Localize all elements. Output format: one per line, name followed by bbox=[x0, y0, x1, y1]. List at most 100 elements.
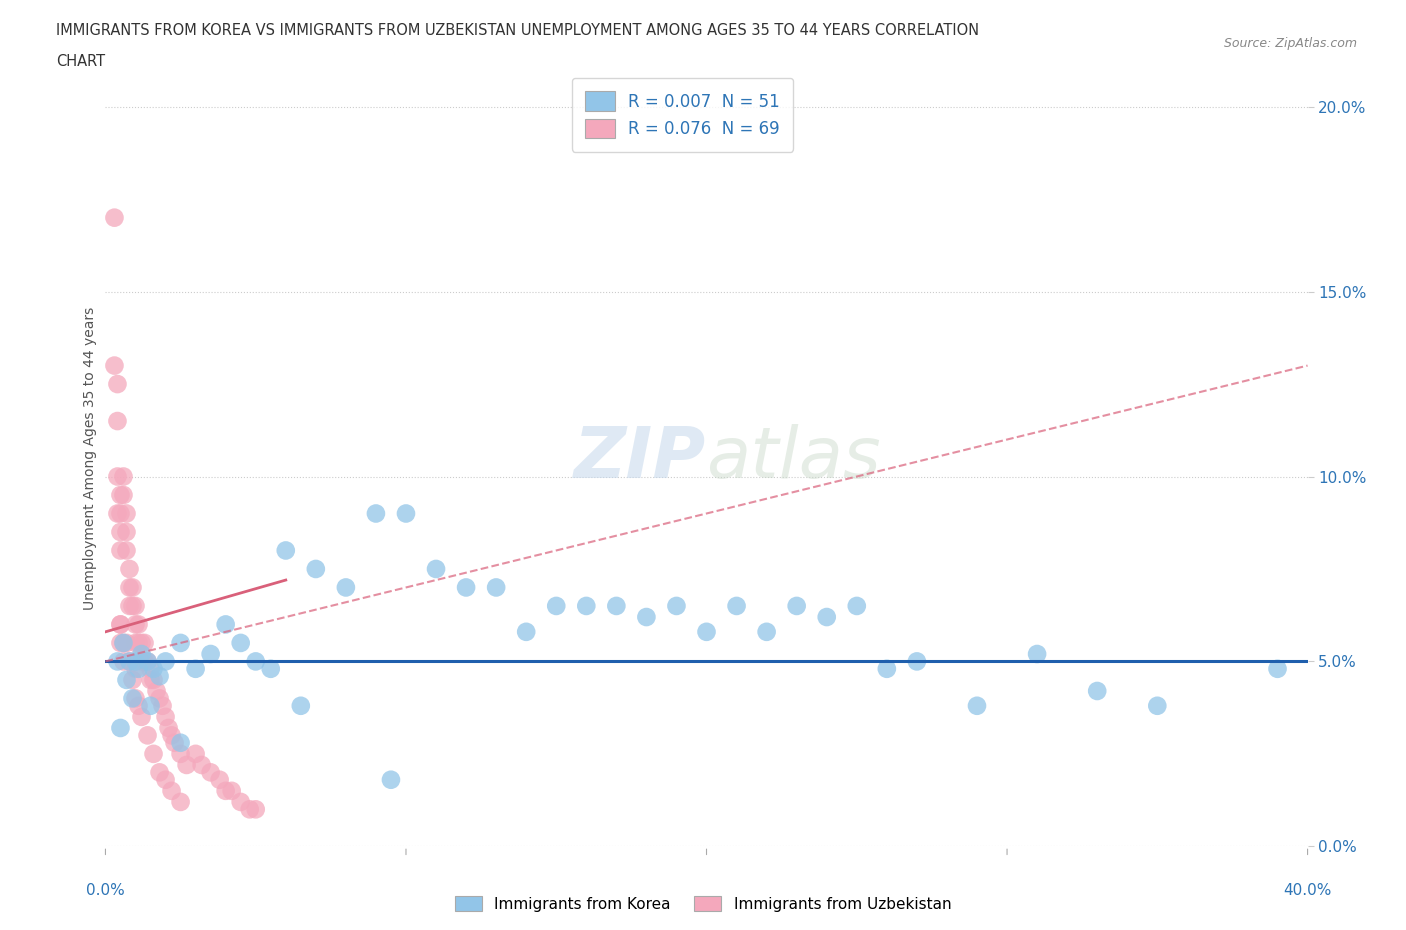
Point bbox=[665, 599, 688, 614]
Point bbox=[142, 747, 165, 762]
Point bbox=[128, 698, 150, 713]
Point bbox=[155, 710, 177, 724]
Point bbox=[755, 624, 778, 639]
Text: IMMIGRANTS FROM KOREA VS IMMIGRANTS FROM UZBEKISTAN UNEMPLOYMENT AMONG AGES 35 T: IMMIGRANTS FROM KOREA VS IMMIGRANTS FROM… bbox=[56, 23, 980, 38]
Point bbox=[124, 599, 146, 614]
Point bbox=[131, 635, 153, 650]
Point bbox=[118, 562, 141, 577]
Point bbox=[176, 758, 198, 773]
Text: CHART: CHART bbox=[56, 54, 105, 69]
Point bbox=[1267, 661, 1289, 676]
Point bbox=[128, 661, 150, 676]
Point bbox=[229, 635, 252, 650]
Point bbox=[134, 635, 156, 650]
Point bbox=[169, 794, 191, 809]
Point bbox=[115, 525, 138, 539]
Text: 0.0%: 0.0% bbox=[86, 884, 125, 898]
Point bbox=[148, 764, 170, 779]
Point bbox=[184, 661, 207, 676]
Point bbox=[115, 543, 138, 558]
Text: ZIP: ZIP bbox=[574, 423, 707, 493]
Point bbox=[124, 654, 146, 669]
Point bbox=[200, 646, 222, 661]
Point bbox=[139, 661, 162, 676]
Point bbox=[636, 609, 658, 624]
Point bbox=[110, 721, 132, 736]
Point bbox=[1146, 698, 1168, 713]
Point bbox=[155, 654, 177, 669]
Point bbox=[364, 506, 387, 521]
Point bbox=[335, 580, 357, 595]
Point bbox=[103, 358, 125, 373]
Point bbox=[110, 543, 132, 558]
Point bbox=[107, 414, 129, 429]
Point bbox=[145, 684, 167, 698]
Point bbox=[214, 617, 236, 631]
Point bbox=[160, 728, 183, 743]
Point bbox=[485, 580, 508, 595]
Point bbox=[118, 599, 141, 614]
Point bbox=[142, 661, 165, 676]
Point bbox=[605, 599, 627, 614]
Point bbox=[214, 783, 236, 798]
Point bbox=[118, 654, 141, 669]
Point bbox=[112, 635, 135, 650]
Point bbox=[136, 654, 159, 669]
Point bbox=[121, 599, 143, 614]
Point bbox=[124, 635, 146, 650]
Point bbox=[148, 669, 170, 684]
Point bbox=[905, 654, 928, 669]
Point bbox=[110, 617, 132, 631]
Point bbox=[148, 691, 170, 706]
Point bbox=[575, 599, 598, 614]
Point bbox=[110, 617, 132, 631]
Legend: Immigrants from Korea, Immigrants from Uzbekistan: Immigrants from Korea, Immigrants from U… bbox=[449, 889, 957, 918]
Point bbox=[229, 794, 252, 809]
Point bbox=[115, 672, 138, 687]
Point bbox=[815, 609, 838, 624]
Point bbox=[107, 654, 129, 669]
Point bbox=[110, 506, 132, 521]
Point bbox=[454, 580, 477, 595]
Point bbox=[103, 210, 125, 225]
Point bbox=[124, 661, 146, 676]
Point bbox=[515, 624, 537, 639]
Point bbox=[184, 747, 207, 762]
Text: atlas: atlas bbox=[707, 423, 882, 493]
Point bbox=[876, 661, 898, 676]
Point bbox=[966, 698, 988, 713]
Point bbox=[128, 635, 150, 650]
Point bbox=[110, 525, 132, 539]
Point bbox=[118, 580, 141, 595]
Point bbox=[121, 691, 143, 706]
Point bbox=[395, 506, 418, 521]
Point bbox=[380, 772, 402, 787]
Point bbox=[110, 635, 132, 650]
Point bbox=[245, 802, 267, 817]
Point bbox=[139, 672, 162, 687]
Point bbox=[110, 487, 132, 502]
Point bbox=[112, 635, 135, 650]
Point bbox=[163, 736, 186, 751]
Text: 40.0%: 40.0% bbox=[1284, 884, 1331, 898]
Point bbox=[124, 617, 146, 631]
Point bbox=[725, 599, 748, 614]
Point bbox=[121, 580, 143, 595]
Point bbox=[208, 772, 231, 787]
Point bbox=[290, 698, 312, 713]
Point bbox=[221, 783, 243, 798]
Point bbox=[118, 654, 141, 669]
Point bbox=[157, 721, 180, 736]
Point bbox=[845, 599, 868, 614]
Point bbox=[112, 487, 135, 502]
Point bbox=[786, 599, 808, 614]
Point bbox=[107, 506, 129, 521]
Point bbox=[131, 710, 153, 724]
Point bbox=[131, 646, 153, 661]
Point bbox=[136, 654, 159, 669]
Point bbox=[107, 469, 129, 484]
Text: Source: ZipAtlas.com: Source: ZipAtlas.com bbox=[1223, 37, 1357, 50]
Point bbox=[134, 654, 156, 669]
Point bbox=[190, 758, 212, 773]
Point bbox=[546, 599, 568, 614]
